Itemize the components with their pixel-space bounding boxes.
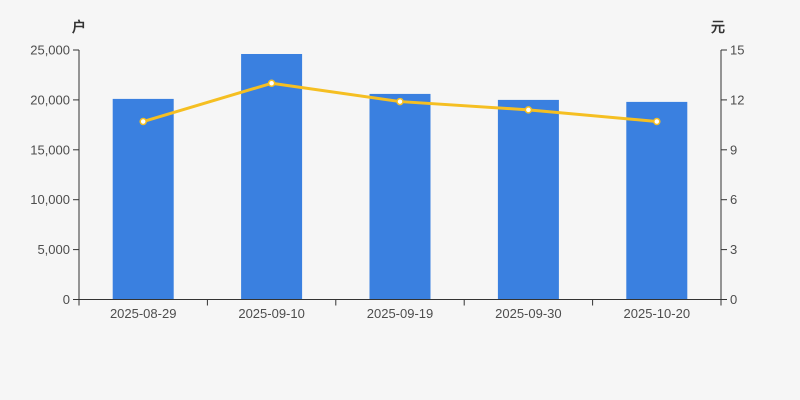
right-axis-tick-label: 12	[730, 92, 744, 107]
left-axis-tick-label: 20,000	[30, 92, 70, 107]
left-axis-tick-label: 5,000	[37, 242, 70, 257]
left-axis-title: 户	[72, 19, 86, 35]
bar-2025-08-29[interactable]	[112, 98, 174, 300]
x-axis-date-label: 2025-10-20	[624, 306, 691, 321]
bar-2025-09-19[interactable]	[369, 93, 431, 300]
bar-2025-10-20[interactable]	[626, 101, 688, 300]
line-marker-2025-10-20[interactable]	[653, 117, 661, 126]
x-axis-date-label: 2025-09-10	[238, 306, 305, 321]
bar-2025-09-10[interactable]	[241, 53, 303, 300]
x-axis-date-label: 2025-09-30	[495, 306, 562, 321]
x-axis-date-label: 2025-08-29	[110, 306, 177, 321]
right-axis-tick-label: 3	[730, 242, 737, 257]
left-axis-tick-label: 10,000	[30, 192, 70, 207]
left-axis-tick-label: 25,000	[30, 43, 70, 58]
right-axis-tick-label: 9	[730, 142, 737, 157]
right-axis-tick-label: 15	[730, 43, 744, 58]
left-axis-tick-label: 15,000	[30, 142, 70, 157]
line-marker-2025-09-10[interactable]	[267, 79, 276, 88]
line-marker-2025-09-30[interactable]	[524, 106, 533, 114]
left-axis-tick-label: 0	[63, 292, 70, 307]
right-axis-tick-label: 6	[730, 192, 737, 207]
right-axis-title: 元	[711, 19, 725, 35]
x-axis-date-label: 2025-09-19	[367, 306, 434, 321]
line-marker-2025-09-19[interactable]	[396, 97, 404, 106]
bar-2025-09-30[interactable]	[497, 99, 559, 300]
line-marker-2025-08-29[interactable]	[139, 117, 147, 126]
right-axis-tick-label: 0	[730, 292, 737, 307]
